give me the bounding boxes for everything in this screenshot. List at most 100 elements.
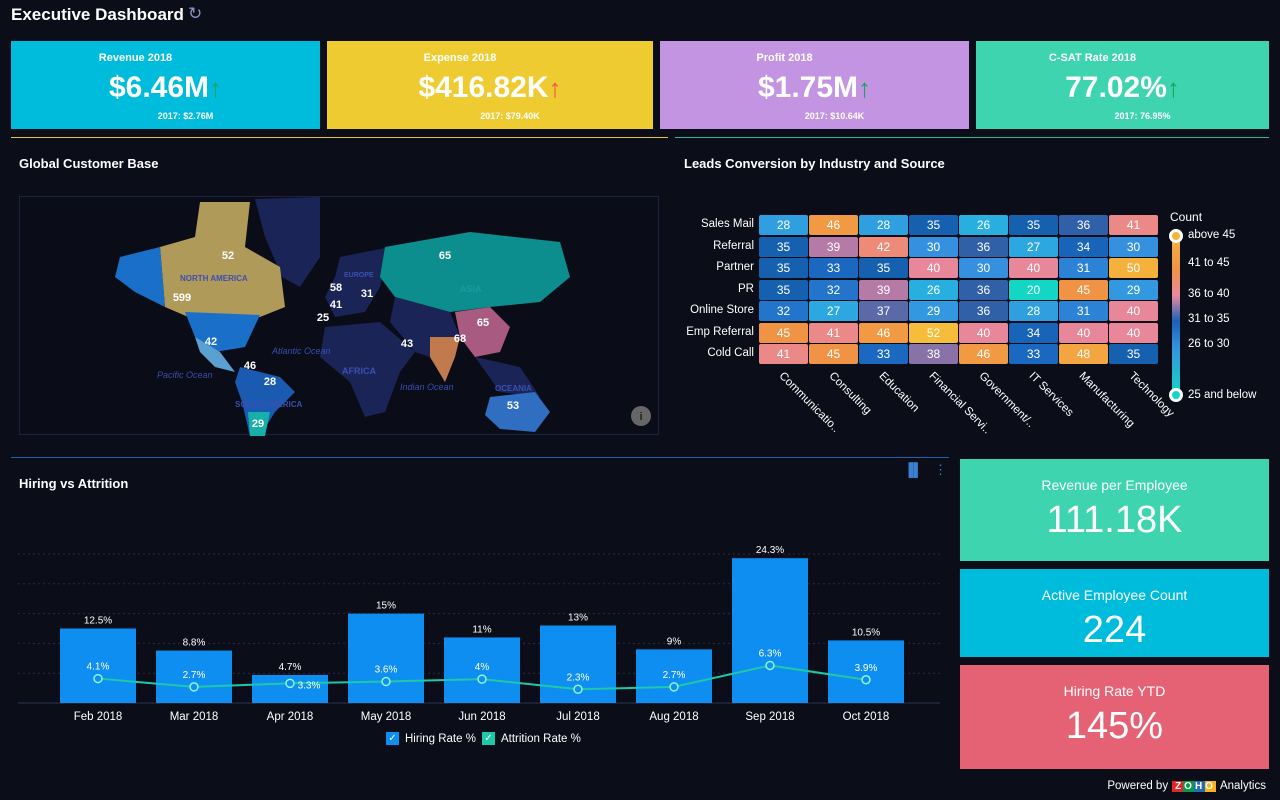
- bar-hiring-rate[interactable]: [444, 637, 520, 703]
- attrition-point[interactable]: [573, 684, 583, 695]
- refresh-icon[interactable]: ↻: [188, 4, 203, 23]
- heatmap-cell[interactable]: 28: [859, 215, 908, 235]
- map-value-colombia[interactable]: 46: [244, 360, 256, 372]
- more-vertical-icon[interactable]: ⋮: [934, 462, 947, 477]
- heatmap-cell[interactable]: 35: [759, 236, 808, 257]
- heatmap-cell[interactable]: 34: [1009, 322, 1058, 343]
- kpi-card[interactable]: Profit 2018 $1.75M↑ 2017: $10.64K: [660, 41, 969, 129]
- map-value-china[interactable]: 65: [477, 317, 489, 329]
- heatmap-cell[interactable]: 46: [959, 344, 1008, 364]
- bar-hiring-rate[interactable]: [636, 649, 712, 703]
- map-value-poland[interactable]: 31: [361, 288, 373, 300]
- side-kpi-card[interactable]: Active Employee Count 224: [960, 569, 1269, 657]
- map-value-uk[interactable]: 58: [330, 282, 342, 294]
- heatmap-cell[interactable]: 40: [1009, 258, 1058, 278]
- attrition-point[interactable]: [861, 675, 871, 685]
- heatmap-cell[interactable]: 40: [1109, 301, 1158, 321]
- attrition-point[interactable]: [669, 682, 679, 692]
- heatmap-cell[interactable]: 26: [909, 279, 958, 300]
- heatmap-cell[interactable]: 39: [859, 279, 908, 300]
- heatmap-cell[interactable]: 35: [1009, 215, 1058, 235]
- heatmap-cell[interactable]: 20: [1009, 279, 1058, 300]
- heatmap-cell[interactable]: 35: [909, 215, 958, 235]
- heatmap-cell[interactable]: 45: [1059, 279, 1108, 300]
- map-value-australia[interactable]: 53: [507, 400, 519, 412]
- attrition-point[interactable]: [93, 673, 103, 684]
- heatmap-cell[interactable]: 36: [959, 301, 1008, 321]
- bar-chart-icon[interactable]: ▐▌: [904, 462, 923, 477]
- attrition-point[interactable]: [381, 676, 391, 687]
- heatmap-cell[interactable]: 29: [909, 301, 958, 321]
- legend-hiring[interactable]: Hiring Rate %: [405, 732, 476, 745]
- map-value-usa[interactable]: 599: [173, 292, 191, 304]
- map-value-mexico[interactable]: 42: [205, 336, 217, 348]
- heatmap-cell[interactable]: 37: [859, 301, 908, 321]
- heatmap-cell[interactable]: 31: [1059, 301, 1108, 321]
- heatmap-cell[interactable]: 32: [759, 301, 808, 321]
- map-value-russia[interactable]: 65: [439, 250, 451, 262]
- heatmap-cell[interactable]: 40: [959, 322, 1008, 343]
- heatmap-cell[interactable]: 27: [1009, 236, 1058, 257]
- heatmap-cell[interactable]: 40: [1109, 322, 1158, 343]
- map-value-germany[interactable]: 41: [330, 299, 342, 311]
- heatmap-cell[interactable]: 46: [859, 322, 908, 343]
- map-value-argentina[interactable]: 29: [252, 418, 264, 430]
- legend-attrition[interactable]: Attrition Rate %: [500, 732, 581, 745]
- attrition-point[interactable]: [285, 678, 295, 689]
- heatmap-cell[interactable]: 36: [959, 236, 1008, 257]
- attrition-point[interactable]: [189, 682, 199, 692]
- heatmap-cell[interactable]: 35: [859, 258, 908, 278]
- heatmap-cell[interactable]: 42: [859, 236, 908, 257]
- heatmap-cell[interactable]: 31: [1059, 258, 1108, 278]
- heatmap-cell[interactable]: 30: [1109, 236, 1158, 257]
- heatmap-cell[interactable]: 39: [809, 236, 858, 257]
- heatmap-cell[interactable]: 33: [809, 258, 858, 278]
- side-kpi-card[interactable]: Hiring Rate YTD 145%: [960, 665, 1269, 769]
- kpi-card[interactable]: Revenue 2018 $6.46M↑ 2017: $2.76M: [11, 41, 320, 129]
- heatmap-cell[interactable]: 32: [809, 279, 858, 300]
- heatmap-cell[interactable]: 34: [1059, 236, 1108, 257]
- map-value-brazil[interactable]: 28: [264, 376, 276, 388]
- heatmap-cell[interactable]: 52: [909, 322, 958, 343]
- side-kpi-card[interactable]: Revenue per Employee 111.18K: [960, 459, 1269, 561]
- attrition-point[interactable]: [477, 674, 487, 684]
- heatmap-cell[interactable]: 45: [809, 344, 858, 364]
- heatmap-cell[interactable]: 33: [1009, 344, 1058, 364]
- heatmap-cell[interactable]: 48: [1059, 344, 1108, 364]
- heatmap-cell[interactable]: 36: [959, 279, 1008, 300]
- heatmap-cell[interactable]: 45: [759, 322, 808, 343]
- zoho-logo[interactable]: ZOHO: [1172, 780, 1216, 792]
- info-icon[interactable]: [631, 406, 651, 426]
- heatmap-cell[interactable]: 35: [759, 258, 808, 278]
- heatmap-cell[interactable]: 41: [759, 344, 808, 364]
- bar-hiring-rate[interactable]: [348, 613, 424, 703]
- bar-hiring-rate[interactable]: [60, 628, 136, 704]
- kpi-card[interactable]: Expense 2018 $416.82K↑ 2017: $79.40K: [327, 41, 653, 129]
- heatmap-cell[interactable]: 35: [759, 279, 808, 300]
- heatmap-cell[interactable]: 33: [859, 344, 908, 364]
- map-value-uae[interactable]: 43: [401, 338, 413, 350]
- heatmap-cell[interactable]: 26: [959, 215, 1008, 235]
- heatmap-cell[interactable]: 28: [1009, 301, 1058, 321]
- legend-checkbox-attrition[interactable]: ✓: [481, 732, 495, 745]
- heatmap-cell[interactable]: 30: [959, 258, 1008, 278]
- heatmap-cell[interactable]: 40: [909, 258, 958, 278]
- legend-handle-bottom[interactable]: [1169, 388, 1183, 402]
- heatmap-cell[interactable]: 50: [1109, 258, 1158, 278]
- map-value-spain[interactable]: 25: [317, 312, 329, 324]
- heatmap-cell[interactable]: 38: [909, 344, 958, 364]
- heatmap-cell[interactable]: 28: [759, 215, 808, 235]
- heatmap-cell[interactable]: 27: [809, 301, 858, 321]
- legend-gradient-bar[interactable]: [1172, 235, 1180, 395]
- heatmap-cell[interactable]: 41: [1109, 215, 1158, 235]
- map-value-india[interactable]: 68: [454, 333, 466, 345]
- heatmap-cell[interactable]: 46: [809, 215, 858, 235]
- heatmap-cell[interactable]: 29: [1109, 279, 1158, 300]
- legend-checkbox-hiring[interactable]: ✓: [386, 732, 399, 745]
- heatmap-cell[interactable]: 36: [1059, 215, 1108, 235]
- attrition-point[interactable]: [765, 660, 775, 671]
- world-map[interactable]: Atlantic Ocean Pacific Ocean Indian Ocea…: [19, 196, 659, 436]
- legend-handle-top[interactable]: [1169, 229, 1183, 243]
- bar-hiring-rate[interactable]: [156, 650, 232, 703]
- heatmap-cell[interactable]: 40: [1059, 322, 1108, 343]
